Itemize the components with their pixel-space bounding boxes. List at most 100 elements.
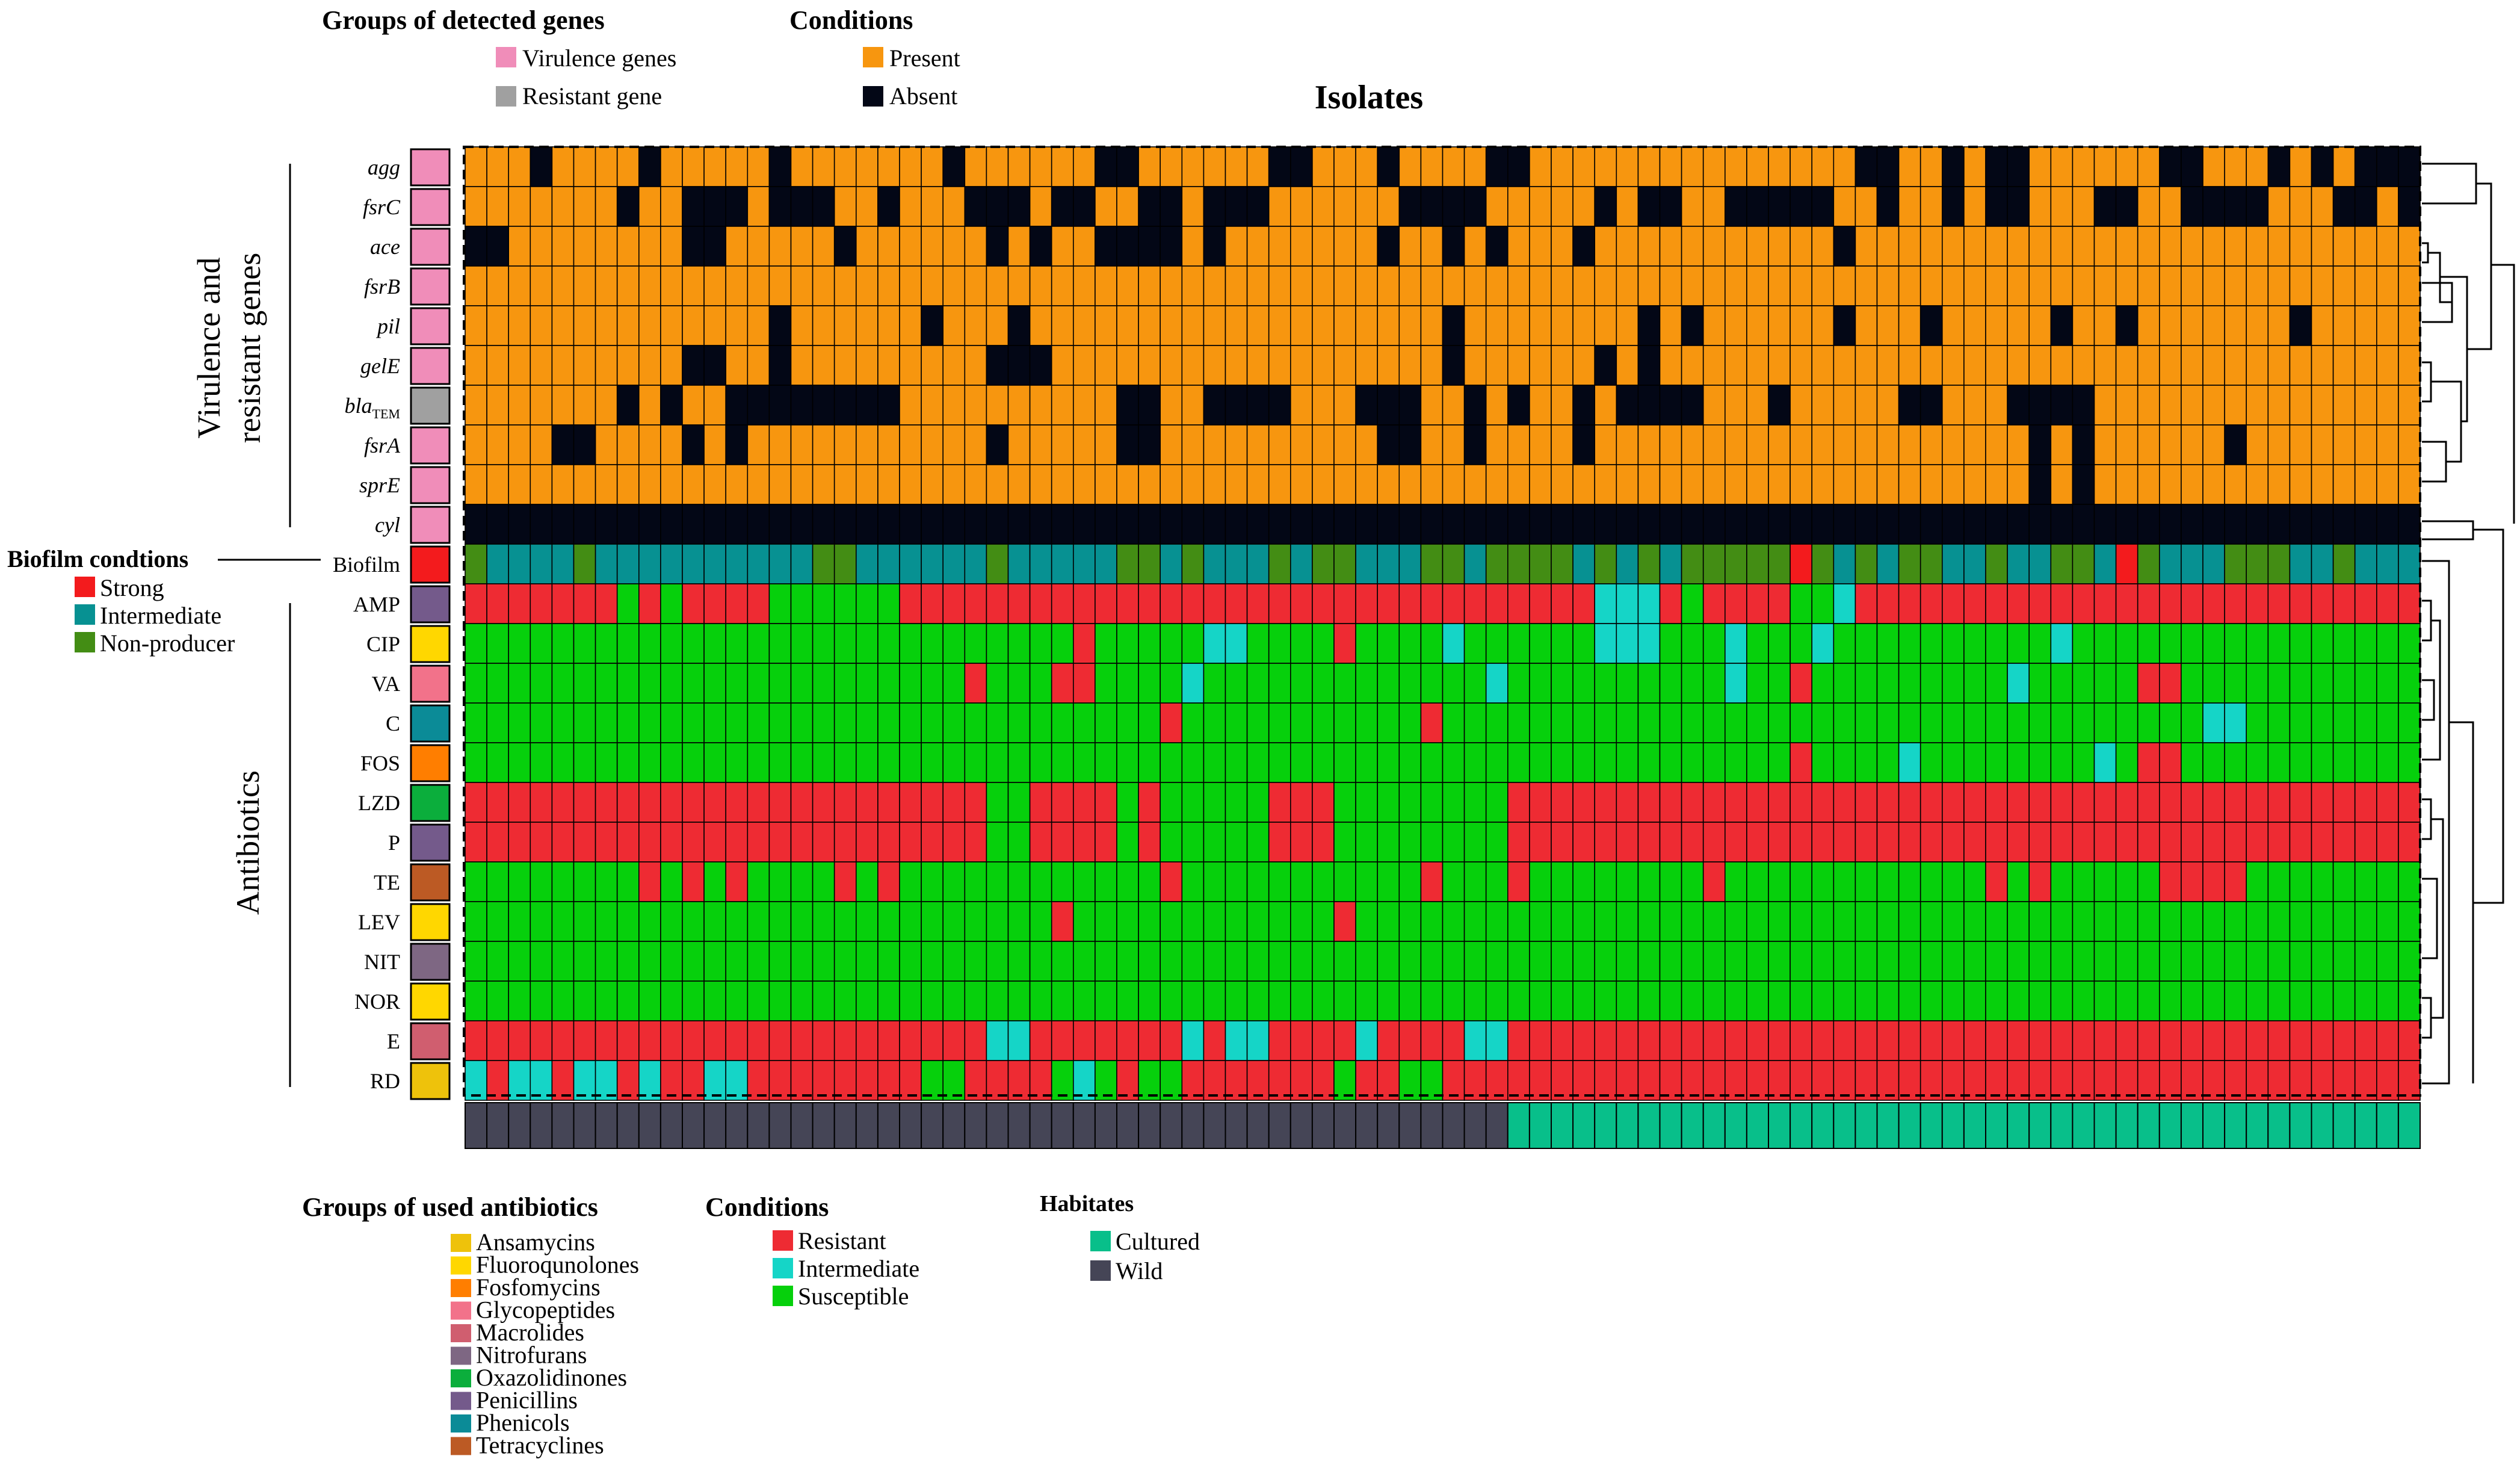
heatmap-cell [2202, 424, 2225, 465]
heatmap-cell [2289, 504, 2312, 545]
heatmap-cell [1029, 623, 1052, 664]
heatmap-cell [1919, 504, 1943, 545]
habitat-cell [2050, 1102, 2074, 1149]
heatmap-cell [2376, 385, 2399, 426]
heatmap-cell [2332, 861, 2356, 902]
heatmap-cell [1420, 1020, 1444, 1061]
heatmap-cell [2093, 345, 2117, 386]
heatmap-cell [1681, 702, 1704, 743]
row-label: ace [370, 235, 400, 259]
heatmap-cell [725, 941, 749, 982]
heatmap-cell [1702, 186, 1726, 227]
heatmap-cell [1029, 702, 1052, 743]
heatmap-cell [1420, 742, 1444, 783]
heatmap-cell [1029, 305, 1052, 346]
heatmap-cell [1181, 980, 1205, 1021]
heatmap-cell [486, 980, 509, 1021]
heatmap-cell [1073, 583, 1096, 624]
heatmap-cell [877, 226, 900, 267]
heatmap-cell [2267, 861, 2291, 902]
heatmap-cell [1746, 146, 1769, 187]
heatmap-cell [1268, 901, 1291, 942]
heatmap-cell [1876, 742, 1900, 783]
heatmap-cell [1160, 305, 1183, 346]
heatmap-cell [747, 226, 770, 267]
heatmap-cell [1268, 464, 1291, 505]
heatmap-cell [1116, 901, 1139, 942]
heatmap-cell [1377, 782, 1400, 823]
heatmap-cell [725, 424, 749, 465]
heatmap-cell [1725, 305, 1747, 346]
row-dendrogram [2422, 163, 2515, 1085]
heatmap-cell [551, 146, 575, 187]
heatmap-cell [1507, 265, 1530, 306]
heatmap-cell [1854, 146, 1878, 187]
heatmap-cell [1007, 941, 1031, 982]
heatmap-cell [1768, 663, 1791, 704]
heatmap-cell [921, 702, 943, 743]
heatmap-cell [1811, 980, 1835, 1021]
heatmap-cell [1898, 941, 1921, 982]
heatmap-cell [2202, 1020, 2225, 1061]
heatmap-cell [1572, 424, 1596, 465]
heatmap-cell [1442, 385, 1465, 426]
heatmap-cell [1616, 544, 1639, 584]
heatmap-cell [1985, 464, 2008, 505]
heatmap-cell [2398, 226, 2421, 267]
heatmap-cell [1811, 1060, 1835, 1101]
heatmap-cell [2137, 385, 2160, 426]
heatmap-cell [1702, 305, 1726, 346]
heatmap-cell [2115, 504, 2139, 545]
heatmap-cell [1442, 583, 1465, 624]
heatmap-cell [1659, 265, 1682, 306]
habitat-cell [1224, 1102, 1248, 1149]
heatmap-cell [1073, 941, 1096, 982]
heatmap-cell [1572, 822, 1596, 863]
heatmap-cell [2246, 464, 2269, 505]
habitat-cell [1377, 1102, 1400, 1149]
heatmap-cell [1659, 583, 1682, 624]
heatmap-cell [790, 305, 814, 346]
habitat-cell [2007, 1102, 2030, 1149]
heatmap-cell [1029, 861, 1052, 902]
heatmap-cell [1333, 385, 1356, 426]
heatmap-cell [1420, 782, 1444, 823]
heatmap-cell [2072, 186, 2095, 227]
heatmap-cell [638, 345, 661, 386]
heatmap-cell [594, 980, 618, 1021]
heatmap-cell [2007, 822, 2030, 863]
heatmap-cell [1919, 663, 1943, 704]
heatmap-cell [1681, 305, 1704, 346]
heatmap-cell [486, 583, 509, 624]
heatmap-cell [1290, 980, 1313, 1021]
heatmap-cell [508, 583, 531, 624]
heatmap-cell [465, 146, 487, 187]
heatmap-cell [1898, 424, 1921, 465]
heatmap-cell [1919, 782, 1943, 823]
heatmap-cell [1963, 901, 1986, 942]
heatmap-cell [1051, 663, 1074, 704]
heatmap-cell [1572, 782, 1596, 823]
heatmap-cell [2202, 305, 2225, 346]
heatmap-cell [2376, 702, 2399, 743]
heatmap-cell [1876, 1020, 1900, 1061]
heatmap-cell [1594, 901, 1617, 942]
heatmap-cell [1963, 663, 1986, 704]
heatmap-cell [1551, 186, 1573, 227]
heatmap-cell [1942, 544, 1965, 584]
heatmap-cell [1985, 265, 2008, 306]
heatmap-cell [1181, 146, 1205, 187]
habitat-cell [1485, 1102, 1509, 1149]
heatmap-cell [1007, 822, 1031, 863]
heatmap-cell [747, 504, 770, 545]
heatmap-cell [1377, 1020, 1400, 1061]
heatmap-cell [2093, 941, 2117, 982]
heatmap-cell [2332, 742, 2356, 783]
heatmap-cell [703, 464, 726, 505]
heatmap-cell [1290, 504, 1313, 545]
heatmap-cell [2398, 583, 2421, 624]
heatmap-cell [1442, 345, 1465, 386]
heatmap-cell [1442, 861, 1465, 902]
heatmap-cell [1811, 822, 1835, 863]
heatmap-cell [1224, 424, 1248, 465]
